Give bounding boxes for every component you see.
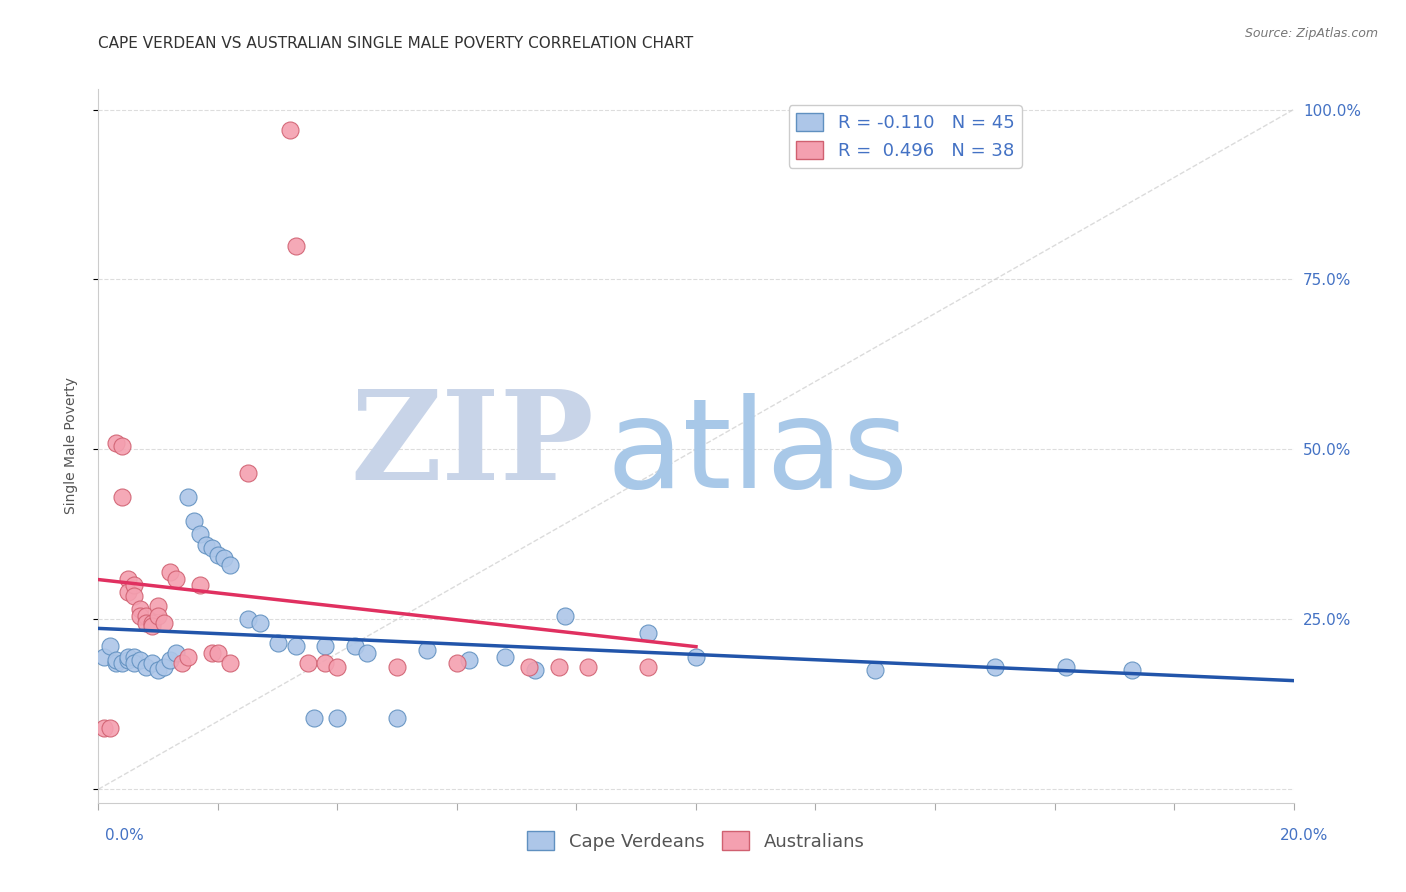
Point bbox=[117, 649, 139, 664]
Point bbox=[159, 653, 181, 667]
Point bbox=[148, 608, 170, 623]
Point bbox=[267, 636, 290, 650]
Point bbox=[416, 643, 439, 657]
Point bbox=[148, 663, 170, 677]
Point bbox=[201, 541, 224, 555]
Point bbox=[446, 657, 468, 671]
Point bbox=[865, 663, 887, 677]
Point bbox=[177, 490, 200, 504]
Point bbox=[236, 466, 259, 480]
Point bbox=[201, 646, 224, 660]
Point bbox=[578, 660, 600, 674]
Point bbox=[302, 711, 325, 725]
Point bbox=[356, 646, 378, 660]
Point bbox=[135, 660, 157, 674]
Text: atlas: atlas bbox=[606, 392, 908, 514]
Point bbox=[148, 599, 170, 613]
Point bbox=[195, 537, 218, 551]
Point bbox=[153, 615, 176, 630]
Point bbox=[183, 514, 205, 528]
Point bbox=[129, 653, 152, 667]
Point bbox=[284, 640, 307, 654]
Point bbox=[111, 439, 134, 453]
Point bbox=[93, 721, 115, 735]
Point bbox=[554, 608, 576, 623]
Point bbox=[117, 572, 139, 586]
Point bbox=[124, 657, 146, 671]
Text: ZIP: ZIP bbox=[350, 385, 595, 507]
Point bbox=[278, 123, 301, 137]
Point bbox=[111, 490, 134, 504]
Point bbox=[984, 660, 1007, 674]
Point bbox=[177, 649, 200, 664]
Point bbox=[188, 527, 211, 541]
Point bbox=[165, 572, 187, 586]
Point bbox=[98, 640, 122, 654]
Point bbox=[129, 602, 152, 616]
Point bbox=[315, 657, 337, 671]
Text: 0.0%: 0.0% bbox=[105, 828, 145, 843]
Point bbox=[637, 626, 659, 640]
Y-axis label: Single Male Poverty: Single Male Poverty bbox=[63, 377, 77, 515]
Point bbox=[458, 653, 481, 667]
Point bbox=[523, 663, 546, 677]
Point bbox=[219, 558, 242, 572]
Legend: Cape Verdeans, Australians: Cape Verdeans, Australians bbox=[520, 824, 872, 858]
Text: Source: ZipAtlas.com: Source: ZipAtlas.com bbox=[1244, 27, 1378, 40]
Point bbox=[105, 653, 128, 667]
Point bbox=[326, 711, 349, 725]
Point bbox=[344, 640, 367, 654]
Point bbox=[165, 646, 187, 660]
Point bbox=[124, 649, 146, 664]
Point bbox=[284, 238, 307, 252]
Point bbox=[141, 615, 163, 630]
Point bbox=[385, 660, 409, 674]
Point bbox=[207, 646, 229, 660]
Point bbox=[153, 660, 176, 674]
Point bbox=[124, 589, 146, 603]
Point bbox=[188, 578, 211, 592]
Point bbox=[385, 711, 409, 725]
Text: CAPE VERDEAN VS AUSTRALIAN SINGLE MALE POVERTY CORRELATION CHART: CAPE VERDEAN VS AUSTRALIAN SINGLE MALE P… bbox=[98, 36, 693, 51]
Point bbox=[207, 548, 229, 562]
Point bbox=[105, 657, 128, 671]
Point bbox=[326, 660, 349, 674]
Point bbox=[637, 660, 659, 674]
Point bbox=[135, 615, 157, 630]
Point bbox=[172, 657, 194, 671]
Point bbox=[517, 660, 540, 674]
Point bbox=[1056, 660, 1078, 674]
Text: 20.0%: 20.0% bbox=[1281, 828, 1329, 843]
Point bbox=[111, 657, 134, 671]
Point bbox=[219, 657, 242, 671]
Point bbox=[98, 721, 122, 735]
Point bbox=[494, 649, 516, 664]
Point bbox=[547, 660, 569, 674]
Point bbox=[315, 640, 337, 654]
Point bbox=[135, 608, 157, 623]
Point bbox=[297, 657, 319, 671]
Point bbox=[159, 565, 181, 579]
Point bbox=[105, 435, 128, 450]
Point bbox=[1121, 663, 1143, 677]
Point bbox=[93, 649, 115, 664]
Point bbox=[685, 649, 707, 664]
Point bbox=[212, 551, 235, 566]
Point bbox=[141, 619, 163, 633]
Point bbox=[236, 612, 259, 626]
Point bbox=[129, 608, 152, 623]
Point bbox=[117, 653, 139, 667]
Point bbox=[249, 615, 271, 630]
Point bbox=[141, 657, 163, 671]
Point bbox=[117, 585, 139, 599]
Point bbox=[124, 578, 146, 592]
